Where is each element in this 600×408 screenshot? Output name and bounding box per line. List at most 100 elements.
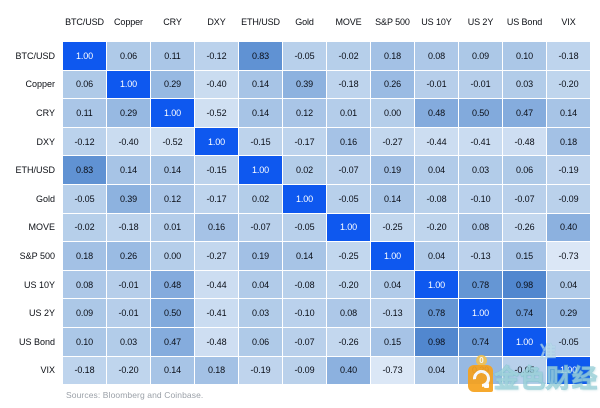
matrix-cell: 0.10 xyxy=(503,42,546,70)
column-header: US 2Y xyxy=(467,16,494,27)
matrix-cell: 0.04 xyxy=(239,270,282,299)
matrix-cell: 0.12 xyxy=(151,184,194,213)
row-label: US 10Y xyxy=(23,279,55,290)
matrix-cell: -0.01 xyxy=(459,70,502,99)
matrix-cell: -0.25 xyxy=(371,213,414,242)
matrix-cell: 1.00 xyxy=(415,270,458,299)
matrix-cell: -0.25 xyxy=(327,242,370,270)
column-header: Copper xyxy=(114,16,143,27)
matrix-cell: -0.07 xyxy=(283,327,326,356)
matrix-cell: -0.20 xyxy=(107,356,150,385)
matrix-cell: 0.09 xyxy=(63,299,106,327)
matrix-cell: 0.48 xyxy=(415,99,458,127)
matrix-cell: 0.48 xyxy=(151,270,194,299)
row-label: Gold xyxy=(35,193,55,204)
matrix-cell: -0.18 xyxy=(547,42,590,70)
matrix-cell: -0.48 xyxy=(503,127,546,156)
matrix-cell: -0.18 xyxy=(107,213,150,242)
matrix-cell: 0.14 xyxy=(547,99,590,127)
matrix-cell: 0.11 xyxy=(63,99,106,127)
matrix-cell: 0.19 xyxy=(371,156,414,184)
matrix-cell: 0.01 xyxy=(327,99,370,127)
matrix-cell: 0.40 xyxy=(547,213,590,242)
matrix-cell: 0.06 xyxy=(107,42,150,70)
matrix-cell: -0.05 xyxy=(327,184,370,213)
matrix-cell: 0.08 xyxy=(63,270,106,299)
matrix-cell: 0.06 xyxy=(63,70,106,99)
matrix-cell: -0.01 xyxy=(107,299,150,327)
column-header: CRY xyxy=(163,16,182,27)
matrix-cell: 0.08 xyxy=(327,299,370,327)
matrix-cell: -0.07 xyxy=(327,156,370,184)
matrix-cell: 0.08 xyxy=(459,213,502,242)
matrix-cell: -0.13 xyxy=(371,299,414,327)
matrix-cell: -0.15 xyxy=(239,127,282,156)
matrix-cell: 1.00 xyxy=(107,70,150,99)
column-header: ETH/USD xyxy=(241,16,280,27)
matrix-cell: 0.03 xyxy=(503,70,546,99)
matrix-cell: 1.00 xyxy=(547,356,590,385)
matrix-cell: 0.03 xyxy=(239,299,282,327)
matrix-cell: -0.07 xyxy=(503,184,546,213)
matrix-cell: 0.98 xyxy=(503,270,546,299)
matrix-cell: -0.18 xyxy=(63,356,106,385)
column-header: US Bond xyxy=(506,16,543,27)
matrix-cell: 0.40 xyxy=(327,356,370,385)
matrix-cell: 0.04 xyxy=(415,242,458,270)
matrix-cell: -0.05 xyxy=(63,184,106,213)
column-header: DXY xyxy=(207,16,226,27)
row-label: US Bond xyxy=(18,336,55,347)
matrix-cell: 0.04 xyxy=(547,270,590,299)
matrix-cell: -0.12 xyxy=(63,127,106,156)
matrix-cell: 0.14 xyxy=(239,99,282,127)
column-header: US 10Y xyxy=(421,16,452,27)
matrix-cell: -0.08 xyxy=(415,184,458,213)
matrix-cell: -0.18 xyxy=(327,70,370,99)
matrix-cell: -0.10 xyxy=(283,299,326,327)
matrix-cell: 0.03 xyxy=(459,156,502,184)
matrix-cell: -0.41 xyxy=(195,299,238,327)
matrix-cell: 0.09 xyxy=(459,42,502,70)
matrix-cell: -0.19 xyxy=(547,156,590,184)
matrix-cell: -0.10 xyxy=(459,184,502,213)
matrix-cell: 1.00 xyxy=(195,127,238,156)
matrix-cell: -0.40 xyxy=(195,70,238,99)
matrix-cell: -0.17 xyxy=(283,127,326,156)
matrix-cell: 1.00 xyxy=(239,156,282,184)
matrix-cell: 0.08 xyxy=(415,42,458,70)
matrix-cell: 0.98 xyxy=(415,327,458,356)
row-label: BTC/USD xyxy=(15,50,55,61)
matrix-cell: -0.02 xyxy=(327,42,370,70)
matrix-cell: 0.14 xyxy=(107,156,150,184)
matrix-cell: 0.50 xyxy=(151,299,194,327)
matrix-cell: 0.74 xyxy=(503,299,546,327)
row-label: S&P 500 xyxy=(19,250,55,261)
column-header: BTC/USD xyxy=(65,16,104,27)
matrix-cell: 1.00 xyxy=(327,213,370,242)
matrix-cell: -0.09 xyxy=(283,356,326,385)
matrix-cell: 0.11 xyxy=(151,42,194,70)
matrix-cell: 0.00 xyxy=(371,99,414,127)
matrix-cell: 0.29 xyxy=(547,299,590,327)
row-label: MOVE xyxy=(28,222,55,233)
matrix-cell: 0.19 xyxy=(239,242,282,270)
matrix-cell: -0.41 xyxy=(459,127,502,156)
matrix-cell: -0.73 xyxy=(371,356,414,385)
sources-note: Sources: Bloomberg and Coinbase. xyxy=(66,390,204,400)
matrix-cell: -0.44 xyxy=(415,127,458,156)
matrix-cell: 0.26 xyxy=(371,70,414,99)
matrix-cell: 0.50 xyxy=(459,99,502,127)
matrix-cell: -0.52 xyxy=(151,127,194,156)
matrix-cell: 0.10 xyxy=(63,327,106,356)
matrix-cell: -0.05 xyxy=(283,42,326,70)
matrix-cell: -0.40 xyxy=(107,127,150,156)
matrix-cell: -0.05 xyxy=(283,213,326,242)
column-header: Gold xyxy=(295,16,314,27)
matrix-cell: -0.07 xyxy=(239,213,282,242)
matrix-cell: 0.29 xyxy=(151,70,194,99)
matrix-cell: 0.15 xyxy=(503,242,546,270)
matrix-cell: 0.78 xyxy=(415,299,458,327)
row-label: Copper xyxy=(25,79,55,90)
matrix-cell: -0.52 xyxy=(195,99,238,127)
matrix-cell: 0.14 xyxy=(151,156,194,184)
